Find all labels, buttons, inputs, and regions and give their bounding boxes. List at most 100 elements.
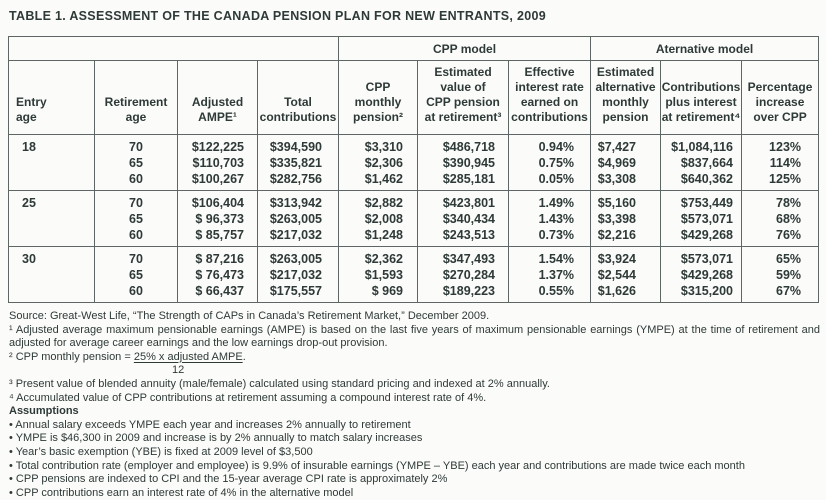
- pct-increase-value: 114%: [769, 156, 802, 170]
- alt-monthly-pension-value: $5,160: [597, 196, 637, 210]
- adjusted-ampe-value: $ 85,757: [195, 228, 244, 242]
- pct-increase-cell: 65% 59% 67%: [741, 246, 820, 303]
- alt-monthly-pension-value: $1,626: [597, 284, 637, 298]
- alt-monthly-pension-value: $2,544: [597, 268, 637, 282]
- col-header-contributions-plus-interest: Contributions plus interest at retiremen…: [660, 60, 743, 135]
- assumption-bullet: • YMPE is $46,300 in 2009 and increase i…: [9, 432, 423, 445]
- cpp-monthly-pension-value: $2,362: [364, 252, 403, 266]
- total-contributions-value: $263,005: [269, 252, 322, 266]
- cpp-monthly-pension-value: $3,310: [364, 140, 403, 154]
- total-contributions-value: $217,032: [269, 228, 322, 242]
- contributions-plus-interest-value: $315,200: [680, 284, 734, 298]
- cpp-pension-value: $285,181: [442, 172, 495, 186]
- pct-increase-cell: 123% 114% 125%: [741, 134, 820, 191]
- col-header-effective-rate: Effective interest rate earned on contri…: [507, 60, 592, 135]
- col-header-alt-monthly-pension: Estimated alternative monthly pension: [590, 60, 662, 135]
- contributions-plus-interest-cell: $1,084,116 $837,664 $640,362: [660, 134, 743, 191]
- adjusted-ampe-value: $100,267: [191, 172, 244, 186]
- contributions-plus-interest-value: $640,362: [680, 172, 734, 186]
- contributions-plus-interest-value: $573,071: [680, 252, 734, 266]
- total-contributions-cell: $394,590 $335,821 $282,756: [257, 134, 339, 191]
- effective-rate-cell: 0.94% 0.75% 0.05%: [507, 134, 592, 191]
- alt-monthly-pension-value: $3,398: [597, 212, 637, 226]
- group-header-cpp-model: CPP model: [337, 36, 592, 61]
- cpp-pension-value-cell: $347,493 $270,284 $189,223: [417, 246, 509, 303]
- group-header-empty: [8, 36, 339, 61]
- col-header-cpp-pension-value: Estimated value of CPP pension at retire…: [417, 60, 509, 135]
- assumption-bullet: • CPP contributions earn an interest rat…: [9, 486, 354, 499]
- cpp-monthly-pension-cell: $2,362 $1,593 $ 969: [338, 246, 418, 303]
- footnote-2-period: .: [242, 350, 246, 363]
- effective-rate-cell: 1.49% 1.43% 0.73%: [507, 190, 592, 247]
- contributions-plus-interest-value: $429,268: [680, 228, 734, 242]
- column-header-row: Entry age Retirement age Adjusted AMPE¹ …: [8, 60, 820, 135]
- entry-age-value: 18: [22, 140, 36, 154]
- alt-monthly-pension-cell: $7,427 $4,969 $3,308: [590, 134, 662, 191]
- notes-section: Source: Great-West Life, “The Strength o…: [8, 310, 820, 500]
- contributions-plus-interest-value: $753,449: [680, 196, 734, 210]
- retirement-age-cell: 70 65 60: [94, 246, 178, 303]
- retirement-age-value: 65: [129, 268, 143, 282]
- cpp-monthly-pension-value: $2,882: [364, 196, 403, 210]
- footnote-2-numerator: 25% x adjusted AMPE: [133, 350, 243, 363]
- entry-age-value: 25: [22, 196, 36, 210]
- total-contributions-value: $175,557: [269, 284, 322, 298]
- cpp-monthly-pension-value: $2,306: [364, 156, 403, 170]
- cpp-pension-value: $340,434: [442, 212, 495, 226]
- assumption-bullet: • Year’s basic exemption (YBE) is fixed …: [9, 445, 313, 458]
- assessment-table: CPP model Aternative model Entry age Ret…: [8, 36, 820, 303]
- entry-age-18-row: 18 70 65 60 $122,225 $110,703 $100,267 $…: [8, 134, 820, 191]
- adjusted-ampe-cell: $ 87,216 $ 76,473 $ 66,437: [177, 246, 258, 303]
- pct-increase-cell: 78% 68% 76%: [741, 190, 820, 247]
- pct-increase-value: 76%: [776, 228, 802, 242]
- cpp-pension-value: $270,284: [442, 268, 495, 282]
- retirement-age-value: 60: [129, 284, 143, 298]
- col-header-cpp-monthly-pension: CPP monthly pension²: [338, 60, 418, 135]
- cpp-monthly-pension-cell: $2,882 $2,008 $1,248: [338, 190, 418, 247]
- effective-rate-value: 1.54%: [538, 252, 575, 266]
- source-note: Source: Great-West Life, “The Strength o…: [9, 310, 490, 322]
- assumption-bullet: • Annual salary exceeds YMPE each year a…: [9, 418, 411, 431]
- entry-age-cell: 25: [8, 190, 95, 247]
- entry-age-value: 30: [22, 252, 36, 266]
- alt-monthly-pension-value: $3,308: [597, 172, 637, 186]
- contributions-plus-interest-value: $1,084,116: [671, 140, 734, 154]
- entry-age-25-row: 25 70 65 60 $106,404 $ 96,373 $ 85,757 $…: [8, 190, 820, 247]
- cpp-pension-value: $347,493: [442, 252, 495, 266]
- contributions-plus-interest-cell: $753,449 $573,071 $429,268: [660, 190, 743, 247]
- entry-age-cell: 18: [8, 134, 95, 191]
- total-contributions-value: $282,756: [269, 172, 322, 186]
- alt-monthly-pension-value: $7,427: [597, 140, 637, 154]
- alt-monthly-pension-value: $3,924: [597, 252, 637, 266]
- retirement-age-cell: 70 65 60: [94, 134, 178, 191]
- pct-increase-value: 59%: [776, 268, 802, 282]
- footnote-2-denominator: 12: [172, 364, 185, 377]
- group-header-row: CPP model Aternative model: [8, 36, 820, 61]
- col-header-pct-increase: Percentage increase over CPP: [741, 60, 820, 135]
- effective-rate-value: 0.05%: [538, 172, 575, 186]
- cpp-pension-value-cell: $486,718 $390,945 $285,181: [417, 134, 509, 191]
- cpp-monthly-pension-value: $1,462: [364, 172, 403, 186]
- contributions-plus-interest-cell: $573,071 $429,268 $315,200: [660, 246, 743, 303]
- total-contributions-value: $335,821: [269, 156, 322, 170]
- adjusted-ampe-value: $ 96,373: [195, 212, 244, 226]
- assumptions-title: Assumptions: [9, 405, 79, 418]
- effective-rate-value: 1.43%: [538, 212, 575, 226]
- effective-rate-value: 0.55%: [538, 284, 575, 298]
- effective-rate-value: 0.73%: [538, 228, 575, 242]
- pct-increase-value: 123%: [769, 140, 802, 154]
- effective-rate-cell: 1.54% 1.37% 0.55%: [507, 246, 592, 303]
- alt-monthly-pension-value: $2,216: [597, 228, 637, 242]
- effective-rate-value: 1.49%: [538, 196, 575, 210]
- col-header-entry-age: Entry age: [8, 60, 95, 135]
- adjusted-ampe-value: $ 87,216: [195, 252, 244, 266]
- total-contributions-value: $263,005: [269, 212, 322, 226]
- cpp-pension-value: $390,945: [442, 156, 495, 170]
- contributions-plus-interest-value: $837,664: [680, 156, 734, 170]
- cpp-pension-value-cell: $423,801 $340,434 $243,513: [417, 190, 509, 247]
- total-contributions-value: $313,942: [269, 196, 322, 210]
- cpp-monthly-pension-cell: $3,310 $2,306 $1,462: [338, 134, 418, 191]
- footnote-2-prefix: ² CPP monthly pension =: [9, 350, 134, 363]
- cpp-pension-value: $243,513: [442, 228, 495, 242]
- assumption-bullet: • Total contribution rate (employer and …: [9, 459, 745, 472]
